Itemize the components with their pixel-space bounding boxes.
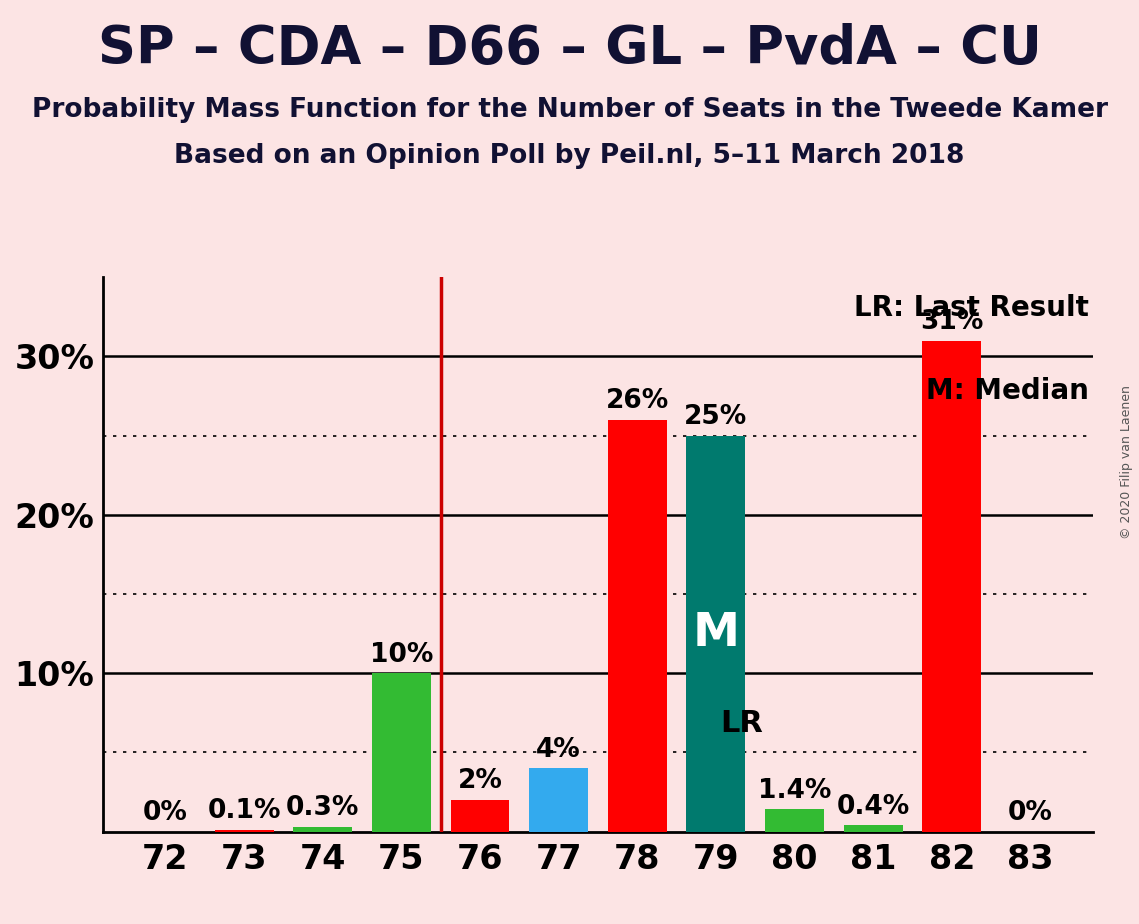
Text: Based on an Opinion Poll by Peil.nl, 5–11 March 2018: Based on an Opinion Poll by Peil.nl, 5–1… (174, 143, 965, 169)
Text: 26%: 26% (606, 388, 669, 414)
Bar (214, 830, 273, 832)
Bar (765, 809, 825, 832)
Text: 10%: 10% (370, 641, 433, 668)
Text: SP – CDA – D66 – GL – PvdA – CU: SP – CDA – D66 – GL – PvdA – CU (98, 23, 1041, 75)
Text: 0.3%: 0.3% (286, 796, 360, 821)
Text: 31%: 31% (920, 309, 984, 335)
Text: 1.4%: 1.4% (757, 778, 831, 804)
Text: 0%: 0% (144, 800, 188, 826)
Bar (687, 435, 745, 832)
Text: 0%: 0% (1008, 800, 1052, 826)
Text: 0.1%: 0.1% (207, 798, 281, 824)
Bar (844, 825, 903, 832)
Bar (530, 768, 588, 832)
Bar (293, 827, 352, 832)
Bar (608, 419, 666, 832)
Text: 4%: 4% (536, 736, 581, 762)
Text: M: M (693, 611, 739, 656)
Text: 25%: 25% (685, 404, 747, 430)
Text: Probability Mass Function for the Number of Seats in the Tweede Kamer: Probability Mass Function for the Number… (32, 97, 1107, 123)
Text: 0.4%: 0.4% (837, 794, 910, 820)
Bar (923, 341, 982, 832)
Text: © 2020 Filip van Laenen: © 2020 Filip van Laenen (1121, 385, 1133, 539)
Bar (451, 800, 509, 832)
Text: LR: LR (720, 710, 763, 738)
Text: M: Median: M: Median (926, 377, 1089, 405)
Text: LR: Last Result: LR: Last Result (853, 294, 1089, 322)
Bar (371, 674, 431, 832)
Text: 2%: 2% (458, 769, 502, 795)
